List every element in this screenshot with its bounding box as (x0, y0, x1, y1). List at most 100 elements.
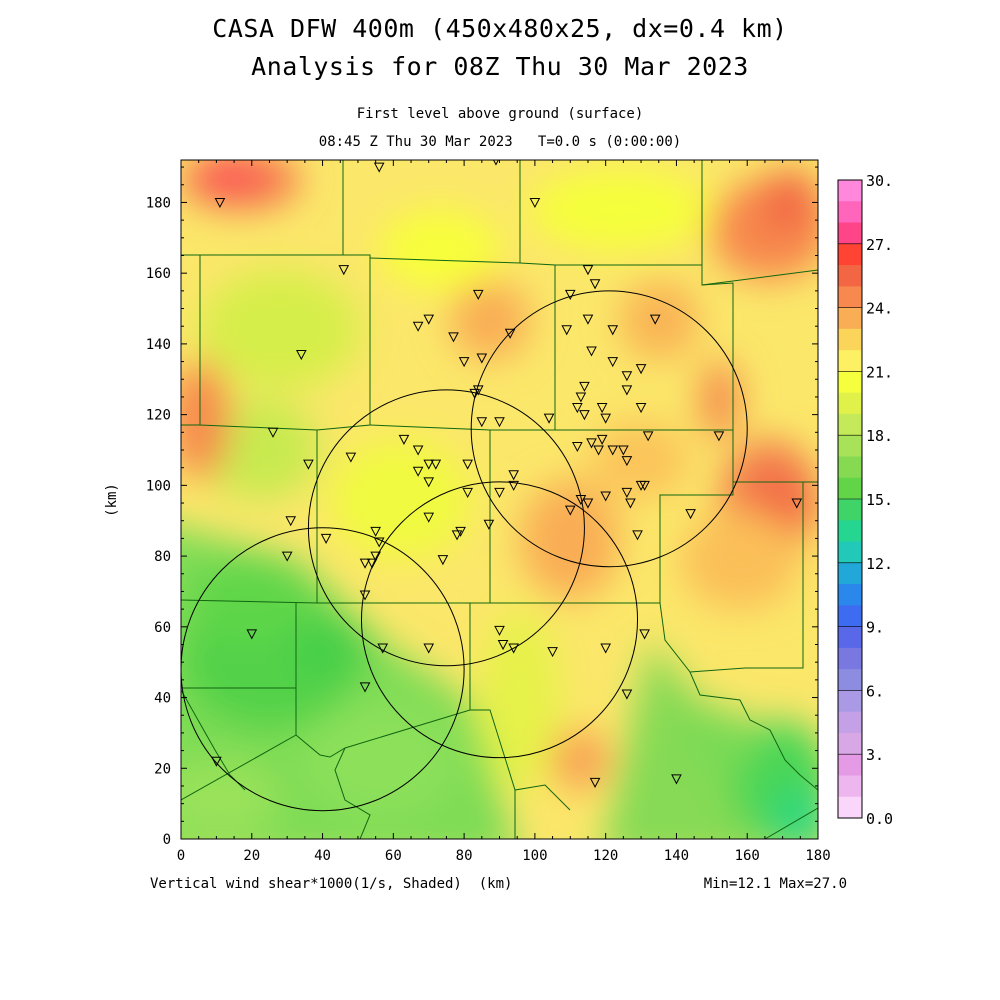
station-marker (214, 197, 226, 209)
colorbar-label: 24. (866, 300, 893, 318)
colorbar-swatch (838, 796, 862, 819)
y-tick-label: 60 (154, 620, 171, 636)
colorbar-swatch (838, 392, 862, 415)
station-marker (575, 495, 587, 506)
y-tick-label: 140 (146, 337, 171, 353)
station-marker (504, 328, 516, 339)
station-marker (649, 314, 661, 325)
station-marker (564, 289, 576, 300)
colorbar-swatch (838, 456, 862, 479)
y-tick-label: 20 (154, 761, 171, 777)
station-marker (572, 403, 583, 414)
colorbar-swatch (838, 605, 862, 628)
colorbar-swatch (838, 328, 862, 351)
x-tick-label: 160 (735, 848, 760, 864)
station-marker (455, 526, 466, 537)
station-marker (462, 459, 473, 470)
y-tick-label: 80 (154, 549, 171, 565)
station-marker (377, 643, 389, 654)
station-marker (607, 445, 619, 456)
station-marker (635, 480, 647, 491)
station-marker (373, 162, 385, 173)
station-marker (564, 505, 576, 516)
x-tick-label: 120 (593, 848, 618, 864)
station-marker (642, 431, 654, 442)
station-markers (211, 160, 803, 788)
station-marker (359, 558, 371, 569)
range-ring (181, 527, 465, 812)
station-marker (359, 682, 371, 693)
colorbar-label: 21. (866, 363, 893, 381)
station-marker (575, 392, 587, 403)
colorbar-label: 12. (866, 555, 893, 573)
station-marker (579, 410, 590, 421)
colorbar-swatch (838, 180, 862, 202)
station-marker (607, 357, 619, 368)
station-marker (561, 325, 573, 336)
colorbar-swatch (838, 307, 862, 330)
colorbar-swatch (838, 201, 862, 224)
y-tick-label: 160 (146, 266, 171, 282)
station-marker (281, 551, 293, 562)
analysis-time-title: Analysis for 08Z Thu 30 Mar 2023 (251, 52, 749, 81)
station-marker (596, 403, 608, 414)
x-tick-label: 0 (177, 848, 185, 864)
x-tick-label: 140 (664, 848, 689, 864)
shaded-field (181, 160, 818, 839)
colorbar: 30. 27. 24. 21. 18. 15. 12. 9. 6. 3. 0.0 (837, 172, 893, 828)
y-tick-label: 180 (146, 195, 171, 211)
station-marker (713, 431, 725, 442)
x-tick-label: 180 (805, 848, 830, 864)
y-tick-label: 100 (146, 478, 171, 494)
radar-range-rings (181, 290, 748, 812)
station-marker (508, 480, 519, 491)
y-axis: 0 20 40 60 80 100 120 140 160 180 (146, 166, 818, 848)
station-marker (412, 445, 424, 456)
station-marker (285, 516, 297, 527)
station-marker (589, 777, 601, 788)
county-boundaries (181, 160, 818, 839)
station-marker (494, 487, 505, 498)
colorbar-label: 0.0 (866, 810, 893, 828)
colorbar-swatch (838, 435, 862, 457)
station-marker (246, 629, 258, 640)
station-marker (412, 321, 424, 332)
station-marker (423, 477, 435, 488)
station-marker (600, 491, 611, 502)
station-marker (621, 371, 633, 382)
station-marker (462, 487, 473, 498)
colorbar-label: 6. (866, 682, 884, 700)
colorbar-swatch (838, 584, 862, 606)
min-max-label: Min=12.1 Max=27.0 (703, 876, 847, 892)
station-marker (582, 314, 594, 325)
station-marker (423, 512, 435, 523)
station-marker (547, 647, 558, 658)
colorbar-label: 18. (866, 427, 893, 445)
colorbar-swatch (838, 265, 862, 287)
colorbar-label: 9. (866, 619, 884, 637)
colorbar-swatch (838, 626, 862, 649)
colorbar-label: 30. (866, 172, 893, 190)
colorbar-label: 27. (866, 236, 893, 254)
station-marker (423, 643, 435, 654)
colorbar-swatch (838, 690, 862, 713)
station-marker (494, 417, 505, 428)
station-marker (458, 357, 470, 368)
station-marker (295, 350, 307, 361)
colorbar-swatch (838, 562, 862, 585)
colorbar-swatch (838, 413, 862, 436)
station-marker (398, 434, 410, 445)
y-tick-label: 0 (163, 832, 171, 848)
colorbar-label: 3. (866, 746, 884, 764)
station-marker (412, 466, 424, 477)
colorbar-swatch (838, 711, 862, 734)
station-marker (211, 756, 222, 767)
station-marker (582, 498, 594, 509)
station-marker (508, 470, 519, 481)
colorbar-swatch (838, 477, 862, 500)
station-marker (671, 774, 682, 785)
colorbar-swatch (838, 669, 862, 691)
colorbar-swatch (838, 647, 862, 670)
variable-label: Vertical wind shear*1000(1/s, Shaded) (k… (150, 876, 513, 892)
x-tick-label: 60 (385, 848, 402, 864)
